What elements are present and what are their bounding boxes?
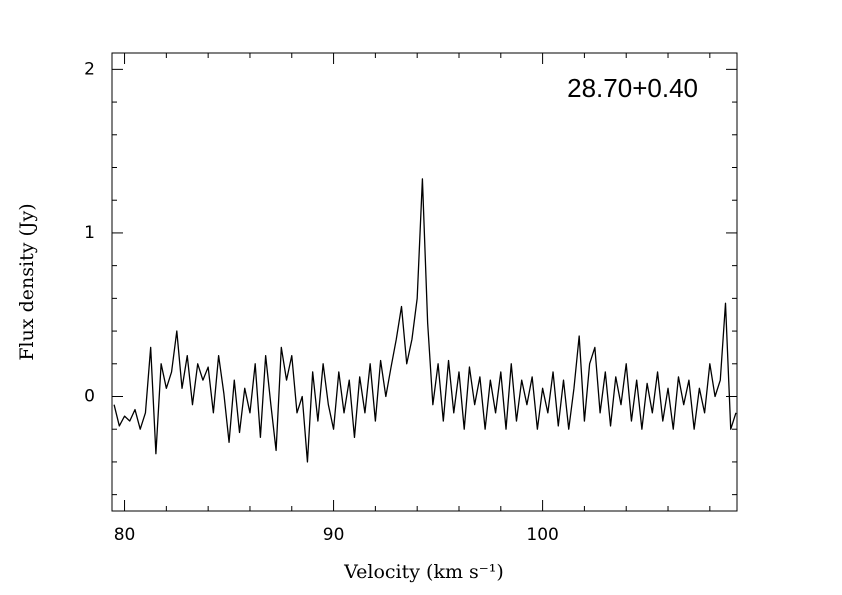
y-axis-label: Flux density (Jy) [16, 203, 38, 360]
x-tick-label: 80 [114, 525, 136, 545]
y-tick-label: 0 [84, 387, 95, 407]
annotation: 28.70+0.40 [567, 73, 698, 103]
x-axis-label: Velocity (km s⁻¹) [343, 561, 504, 583]
y-tick-label: 1 [84, 223, 95, 243]
x-tick-label: 100 [526, 525, 558, 545]
y-tick-label: 2 [84, 59, 95, 79]
plot-frame [111, 52, 738, 512]
x-tick-label: 90 [323, 525, 345, 545]
spectrum-line [113, 178, 737, 463]
